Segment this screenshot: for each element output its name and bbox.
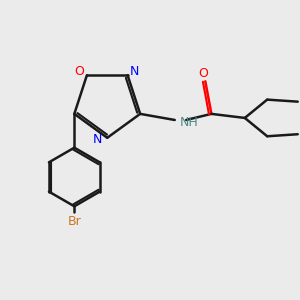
Text: N: N	[92, 133, 102, 146]
Text: O: O	[75, 65, 85, 78]
Text: Br: Br	[68, 215, 81, 228]
Text: N: N	[130, 65, 140, 78]
Text: O: O	[198, 68, 208, 80]
Text: NH: NH	[180, 116, 198, 128]
